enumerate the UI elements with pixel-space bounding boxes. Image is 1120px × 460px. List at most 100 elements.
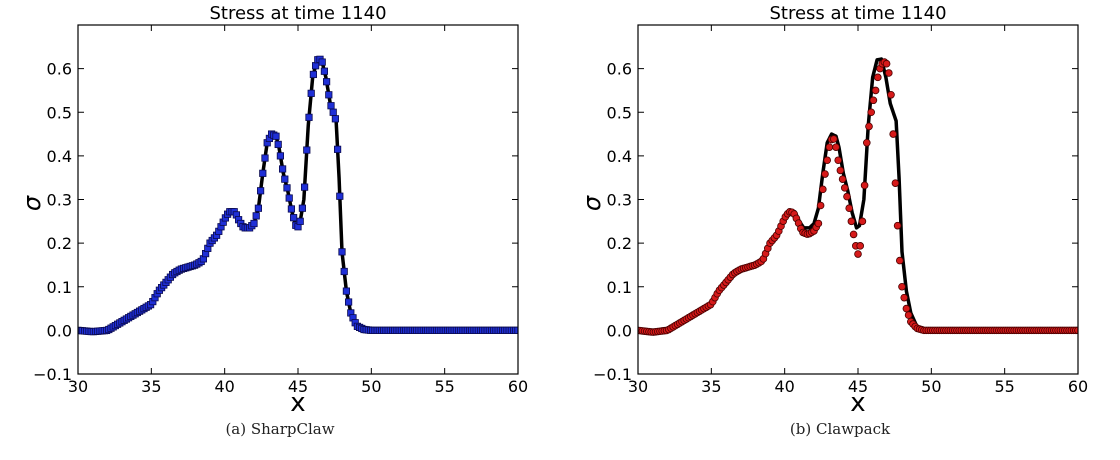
data-point (882, 59, 891, 68)
data-point (342, 287, 351, 295)
data-point (814, 219, 823, 228)
data-point (338, 248, 346, 256)
x-tick-label: 45 (848, 377, 868, 396)
data-point (862, 138, 871, 147)
data-point (329, 108, 337, 116)
chart-title: Stress at time 1140 (209, 3, 386, 24)
data-point (823, 156, 832, 165)
y-tick-label: 0.0 (607, 321, 632, 340)
y-tick-label: −0.1 (33, 365, 72, 384)
y-tick-label: 0.6 (47, 60, 72, 79)
y-tick-label: 0.2 (47, 234, 72, 253)
data-point (867, 108, 876, 117)
data-point (296, 217, 304, 225)
data-point (840, 184, 849, 192)
data-point (845, 204, 854, 213)
data-point (318, 58, 326, 66)
data-point (847, 217, 856, 226)
y-axis-label: σ (18, 195, 46, 211)
data-point (278, 165, 287, 173)
data-point (254, 204, 262, 212)
chart-a: Stress at time 1140 σ x 30 35 40 45 50 55 60 −0.1 0… (18, 3, 528, 418)
data-point (865, 122, 873, 131)
x-tick-label: 50 (361, 377, 381, 396)
x-tick-label: 40 (774, 377, 794, 396)
plot-area (78, 55, 518, 336)
y-tick-label: −0.1 (593, 365, 632, 384)
y-tick-label: 0.3 (607, 191, 632, 210)
y-axis-label: σ (578, 195, 606, 211)
data-point (832, 143, 840, 151)
data-point (895, 256, 904, 265)
data-point (289, 214, 298, 222)
x-tick-label: 50 (921, 377, 941, 396)
x-tick-label: 60 (1068, 377, 1088, 396)
data-point (283, 184, 291, 192)
x-tick-label: 35 (701, 377, 721, 396)
data-point (858, 217, 867, 226)
x-axis-label: x (850, 388, 865, 418)
y-tick-label: 0.5 (607, 103, 632, 122)
data-point (336, 192, 344, 200)
panel-b: Stress at time 1140 σ x 30 35 40 45 50 55 60 −0.1 0… (560, 0, 1120, 460)
data-point (889, 130, 898, 138)
reference-line (638, 57, 1078, 334)
data-point (904, 311, 913, 319)
data-point (902, 304, 911, 313)
data-point (829, 135, 838, 143)
data-point (856, 242, 865, 250)
x-tick-label: 35 (141, 377, 161, 396)
x-tick-label: 40 (214, 377, 234, 396)
data-point (331, 115, 340, 123)
plot-frame (637, 24, 1079, 375)
data-point (838, 175, 847, 183)
y-tick-label: 0.1 (607, 278, 632, 297)
data-point (252, 212, 260, 220)
data-point (854, 250, 862, 258)
data-point (818, 185, 827, 194)
x-tick-label: 55 (994, 377, 1014, 396)
data-point (891, 179, 900, 187)
data-point (893, 221, 902, 230)
data-point (898, 282, 906, 291)
plot-frame (77, 24, 519, 375)
y-tick-label: 0.1 (47, 278, 72, 297)
data-point (320, 67, 329, 75)
data-point (333, 145, 342, 153)
data-point (307, 89, 315, 97)
data-point (309, 70, 318, 79)
x-tick-label: 55 (434, 377, 454, 396)
panel-a: Stress at time 1140 σ x 30 35 40 45 50 55 60 −0.1 0… (18, 3, 528, 438)
y-tick-label: 0.4 (607, 147, 632, 166)
data-point (869, 96, 878, 105)
data-point (285, 194, 293, 202)
data-point (843, 192, 851, 201)
data-point (825, 143, 834, 151)
data-point (311, 62, 320, 70)
data-point (305, 113, 313, 121)
data-point (849, 230, 858, 239)
plot-area (638, 57, 1078, 336)
data-point (344, 298, 353, 306)
data-point (300, 183, 309, 191)
y-tick-label: 0.5 (47, 103, 72, 122)
x-axis-label: x (290, 388, 305, 418)
data-point (887, 91, 895, 99)
y-tick-label: 0.4 (47, 147, 72, 166)
data-point (860, 181, 869, 190)
data-point (261, 154, 269, 162)
data-point (327, 102, 335, 110)
data-point (834, 156, 843, 165)
x-tick-label: 30 (628, 377, 648, 396)
data-point (340, 267, 348, 276)
data-point (816, 201, 825, 210)
x-tick-label: 30 (68, 377, 88, 396)
x-tick-label: 60 (508, 377, 528, 396)
data-point (281, 175, 289, 183)
data-point (274, 140, 282, 149)
data-point (873, 73, 882, 82)
data-point (821, 170, 829, 178)
data-point (322, 78, 331, 86)
caption-b: (b) Clawpack (789, 420, 891, 438)
chart-b: Stress at time 1140 σ x 30 35 40 45 50 55 60 −0.1 0… (578, 3, 1088, 418)
